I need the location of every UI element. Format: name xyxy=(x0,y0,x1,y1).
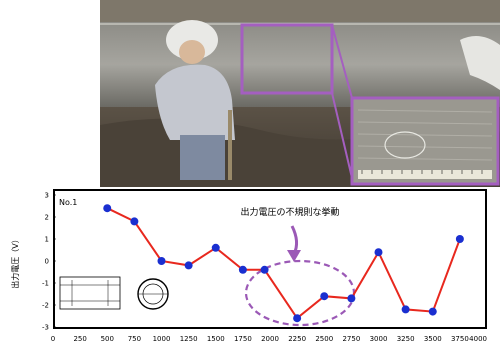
x-tick-label: 3750 xyxy=(451,335,469,343)
data-point xyxy=(130,217,139,226)
x-tick-label: 2500 xyxy=(315,335,333,343)
data-point xyxy=(455,235,464,243)
x-tick-label: 750 xyxy=(128,335,141,343)
pipe-zoom-inset xyxy=(350,96,500,186)
pipe-section-diagram xyxy=(59,276,169,310)
data-point xyxy=(211,243,220,252)
y-tick-label: 3 xyxy=(45,192,49,200)
panel-label: No.1 xyxy=(59,198,77,207)
annotation-text: 出力電圧の不規則な挙動 xyxy=(240,206,339,218)
data-point xyxy=(374,248,383,257)
series-markers xyxy=(103,204,464,323)
chart-frame xyxy=(53,189,487,329)
y-tick-label: -1 xyxy=(42,280,49,288)
annotation-arrowhead xyxy=(287,250,301,262)
data-point xyxy=(401,305,410,314)
x-tick-label: 1750 xyxy=(234,335,252,343)
x-tick-label: 1250 xyxy=(180,335,198,343)
y-tick-label: 0 xyxy=(45,258,49,266)
data-point xyxy=(428,307,437,316)
x-tick-label: 3250 xyxy=(397,335,415,343)
y-axis-label: 出力電圧（V） xyxy=(10,235,20,288)
pipe-inspection-photo xyxy=(100,0,500,187)
series-line xyxy=(106,207,461,320)
x-tick-labels: 0 250 500 750 1000 1250 1500 1750 2000 2250 2500 27… xyxy=(51,335,487,343)
x-tick-label: 250 xyxy=(73,335,86,343)
data-point xyxy=(103,204,112,213)
x-tick-label: 4000 xyxy=(469,335,487,343)
x-tick-label: 1500 xyxy=(207,335,225,343)
x-tick-label: 0 xyxy=(51,335,55,343)
x-tick-label: 3000 xyxy=(370,335,388,343)
x-tick-label: 3500 xyxy=(424,335,442,343)
y-tick-label: 1 xyxy=(45,236,49,244)
x-tick-label: 2250 xyxy=(288,335,306,343)
x-tick-label: 2750 xyxy=(342,335,360,343)
y-tick-label: -3 xyxy=(42,324,49,332)
worker-figure xyxy=(155,20,235,180)
annotation-arrow xyxy=(290,225,299,255)
data-point xyxy=(157,257,166,265)
data-point xyxy=(260,265,269,274)
data-point xyxy=(184,261,193,270)
y-tick-label: 2 xyxy=(45,214,49,222)
data-point xyxy=(238,265,247,274)
y-tick-labels: 3 2 1 0 -1 -2 -3 xyxy=(42,192,56,332)
data-point xyxy=(293,314,302,323)
x-tick-label: 2000 xyxy=(261,335,279,343)
data-point xyxy=(347,294,356,303)
x-tick-label: 500 xyxy=(101,335,114,343)
x-tick-label: 1000 xyxy=(153,335,171,343)
y-tick-label: -2 xyxy=(42,302,49,310)
data-point xyxy=(320,292,329,301)
